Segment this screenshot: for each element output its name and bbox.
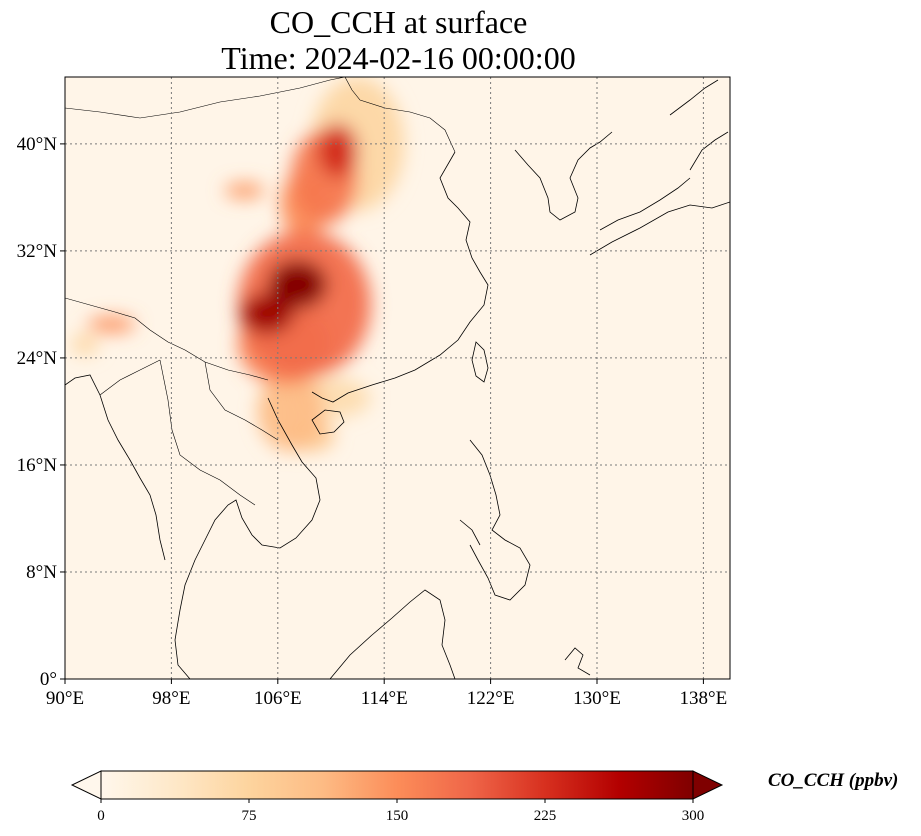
- taiwan-coastline: [471, 341, 489, 383]
- colorbar-ramp: [101, 771, 693, 799]
- lat-tick-label: 16°N: [17, 455, 58, 476]
- lon-tick-label: 90°E: [46, 688, 84, 709]
- colorbar-tick-label: 150: [386, 808, 409, 824]
- indochina-coastline: [174, 397, 321, 679]
- china-coastline: [311, 151, 489, 403]
- lon-tick-label: 138°E: [680, 688, 728, 709]
- lat-tick-label: 0°: [40, 669, 57, 690]
- korea-coastline: [514, 131, 613, 221]
- lat-tick-label: 8°N: [26, 562, 57, 583]
- plume-patch: [268, 260, 328, 309]
- map-time-subtitle: Time: 2024-02-16 00:00:00: [221, 40, 576, 76]
- colorbar-label: CO_CCH (ppbv): [768, 770, 899, 791]
- plume-patch: [87, 316, 136, 333]
- lat-tick-label: 40°N: [17, 134, 58, 155]
- colorbar-tick-label: 225: [534, 808, 557, 824]
- colorbar-extend-min: [70, 770, 102, 800]
- sulawesi-coastline: [564, 647, 591, 676]
- hainan-coastline: [311, 409, 345, 435]
- myanmar-coastline: [65, 374, 166, 561]
- lon-tick-label: 98°E: [152, 688, 190, 709]
- japan-islands: [589, 79, 730, 256]
- plume-patch: [257, 371, 325, 452]
- lat-tick-label: 24°N: [17, 348, 58, 369]
- map-title: CO_CCH at surface: [269, 4, 528, 40]
- concentration-field: [71, 77, 405, 452]
- colorbar-tick-label: 0: [97, 808, 105, 824]
- borneo-coastline: [329, 589, 456, 679]
- latitude-ticks: 0° 8°N 16°N 24°N 32°N 40°N: [17, 134, 65, 690]
- plume-patch: [71, 333, 99, 356]
- colorbar-tick-label: 75: [242, 808, 257, 824]
- longitude-ticks: 90°E 98°E 106°E 114°E 122°E 130°E 138°E: [46, 679, 727, 709]
- colorbar: 0 75 150 225 300: [70, 770, 724, 824]
- colorbar-tick-label: 300: [682, 808, 705, 824]
- colorbar-extend-max: [692, 770, 724, 800]
- lon-tick-label: 122°E: [467, 688, 515, 709]
- lon-tick-label: 114°E: [361, 688, 408, 709]
- map-frame: [64, 76, 731, 680]
- lon-tick-label: 130°E: [573, 688, 621, 709]
- plume-patch: [224, 182, 265, 199]
- coastlines-and-borders: [65, 77, 730, 679]
- lon-tick-label: 106°E: [254, 688, 302, 709]
- lat-tick-label: 32°N: [17, 241, 58, 262]
- colorbar-ticks: 0 75 150 225 300: [97, 799, 704, 824]
- country-borders: [65, 77, 456, 506]
- lat-lon-gridlines: [65, 77, 730, 679]
- plume-patch: [317, 123, 358, 178]
